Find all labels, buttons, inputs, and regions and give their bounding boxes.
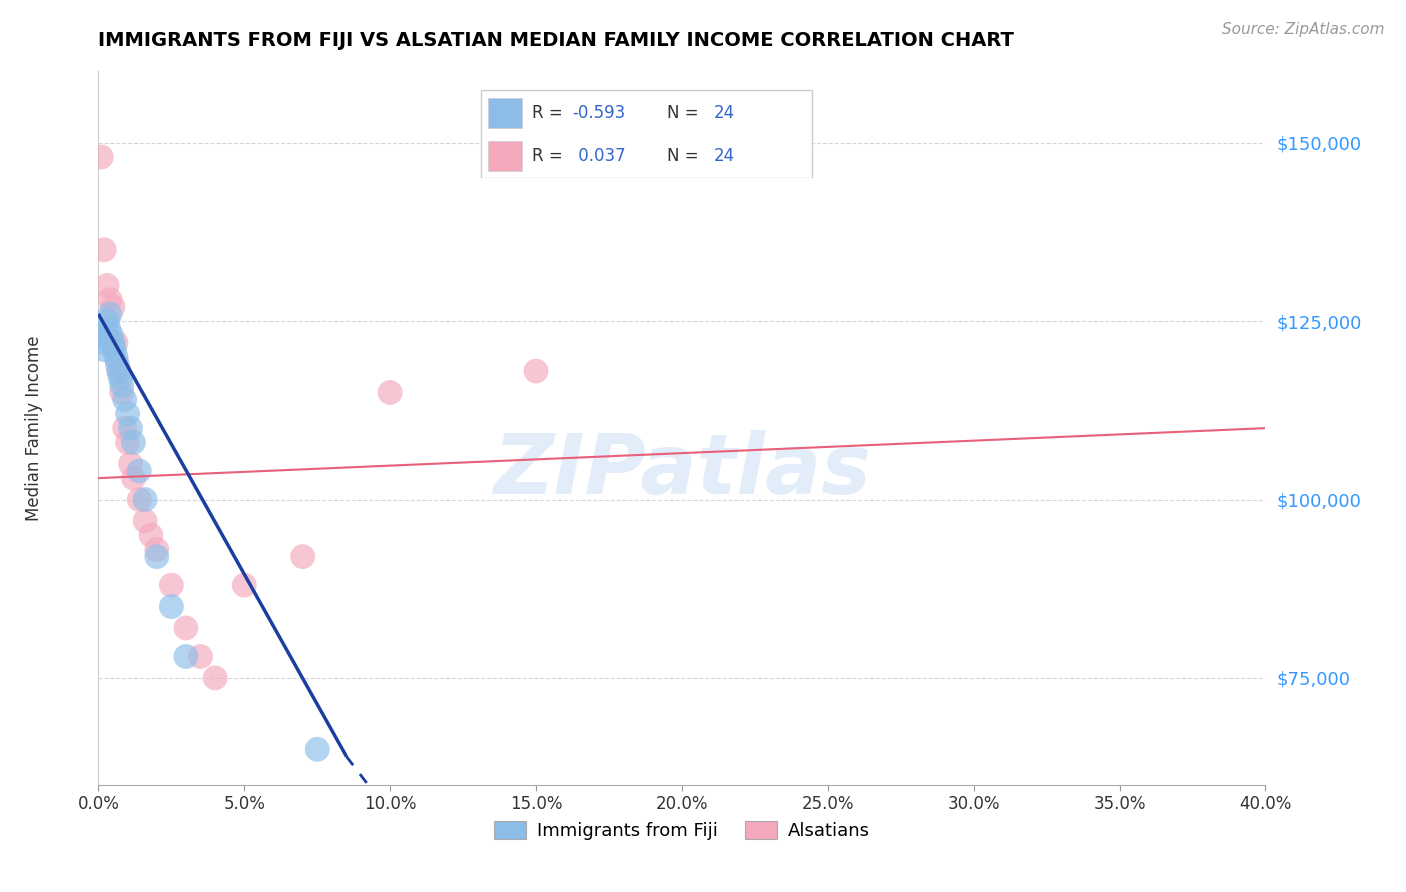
Point bbox=[291, 549, 314, 564]
Point bbox=[204, 671, 226, 685]
Point bbox=[190, 649, 212, 664]
Point bbox=[111, 385, 134, 400]
Text: ZIPatlas: ZIPatlas bbox=[494, 431, 870, 511]
Point bbox=[108, 364, 131, 378]
Point bbox=[128, 492, 150, 507]
Point bbox=[117, 435, 139, 450]
Point bbox=[96, 278, 118, 293]
Point bbox=[94, 328, 117, 343]
Point bbox=[380, 385, 402, 400]
Text: IMMIGRANTS FROM FIJI VS ALSATIAN MEDIAN FAMILY INCOME CORRELATION CHART: IMMIGRANTS FROM FIJI VS ALSATIAN MEDIAN … bbox=[98, 31, 1014, 50]
Point bbox=[174, 621, 197, 635]
Point bbox=[114, 392, 136, 407]
Point bbox=[108, 364, 131, 378]
Point bbox=[114, 421, 136, 435]
Point bbox=[174, 649, 197, 664]
Point bbox=[104, 350, 127, 364]
Point bbox=[97, 321, 120, 335]
Text: -0.593: -0.593 bbox=[572, 104, 626, 122]
Point bbox=[111, 378, 134, 392]
FancyBboxPatch shape bbox=[481, 90, 813, 178]
Point bbox=[90, 150, 112, 164]
Point bbox=[93, 243, 115, 257]
Point bbox=[524, 364, 547, 378]
Point bbox=[160, 578, 183, 592]
Point bbox=[103, 343, 125, 357]
Point bbox=[233, 578, 256, 592]
Point bbox=[128, 464, 150, 478]
Point bbox=[93, 343, 115, 357]
Point bbox=[98, 293, 121, 307]
Y-axis label: Median Family Income: Median Family Income bbox=[25, 335, 42, 521]
FancyBboxPatch shape bbox=[488, 141, 522, 171]
Point bbox=[146, 549, 169, 564]
Point bbox=[160, 599, 183, 614]
Text: R =: R = bbox=[531, 147, 568, 165]
Text: R =: R = bbox=[531, 104, 568, 122]
Point bbox=[117, 407, 139, 421]
Point bbox=[96, 314, 118, 328]
Point bbox=[100, 328, 122, 343]
Point bbox=[134, 492, 156, 507]
Point bbox=[98, 307, 121, 321]
Legend: Immigrants from Fiji, Alsatians: Immigrants from Fiji, Alsatians bbox=[486, 814, 877, 847]
Point bbox=[120, 457, 142, 471]
Point bbox=[120, 421, 142, 435]
Point bbox=[110, 371, 132, 385]
Point bbox=[104, 335, 127, 350]
Text: Source: ZipAtlas.com: Source: ZipAtlas.com bbox=[1222, 22, 1385, 37]
Point bbox=[146, 542, 169, 557]
Point bbox=[307, 742, 329, 756]
Text: 24: 24 bbox=[714, 147, 735, 165]
Text: 24: 24 bbox=[714, 104, 735, 122]
Text: N =: N = bbox=[666, 147, 704, 165]
Point bbox=[134, 514, 156, 528]
Point bbox=[122, 435, 145, 450]
FancyBboxPatch shape bbox=[488, 98, 522, 128]
Point bbox=[101, 335, 124, 350]
Text: 0.037: 0.037 bbox=[572, 147, 626, 165]
Point bbox=[101, 300, 124, 314]
Text: N =: N = bbox=[666, 104, 704, 122]
Point bbox=[105, 357, 128, 371]
Point bbox=[122, 471, 145, 485]
Point bbox=[139, 528, 162, 542]
Point bbox=[91, 335, 114, 350]
